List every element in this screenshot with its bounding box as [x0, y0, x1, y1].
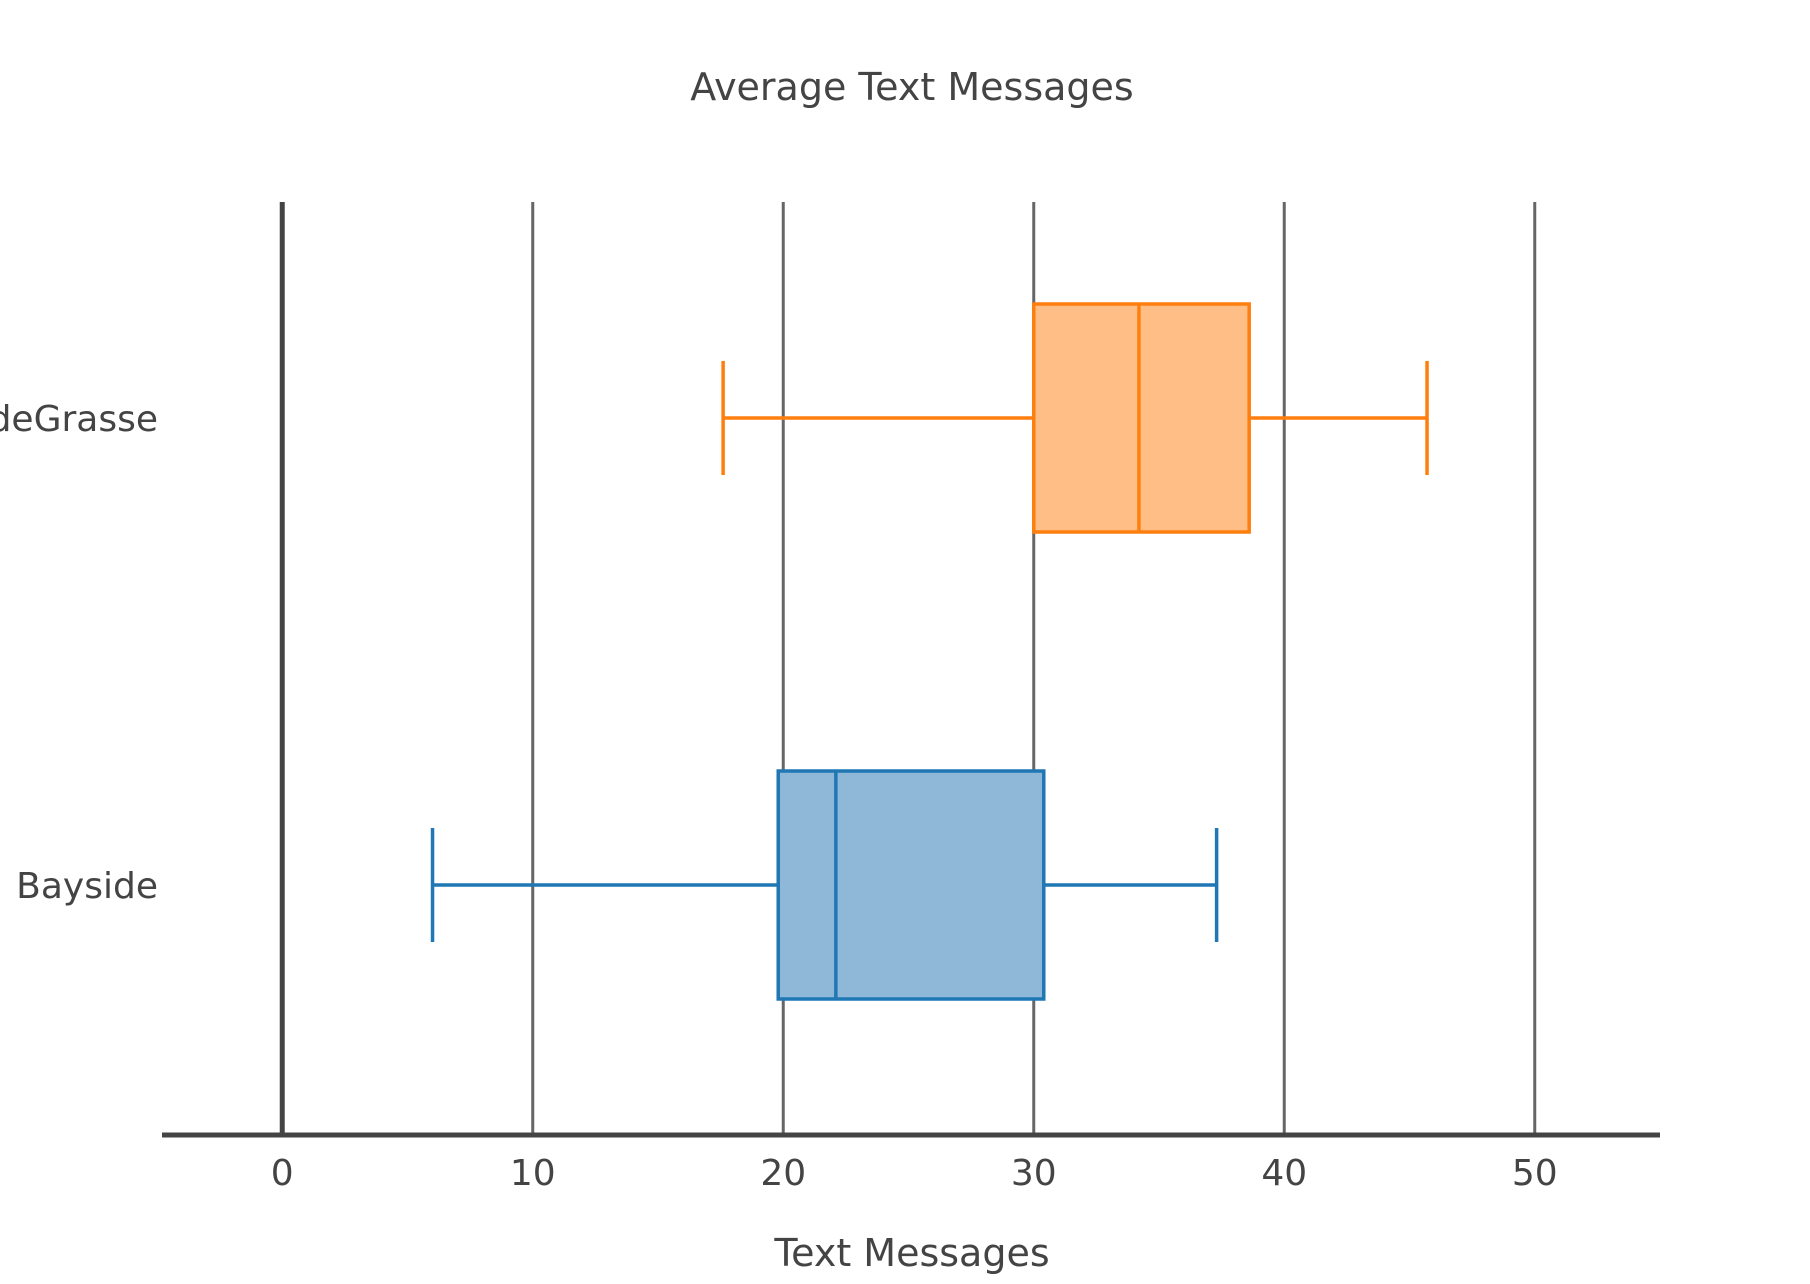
degrasse-box: [1031, 302, 1251, 534]
degrasse-box-group: [721, 302, 1429, 534]
category-labels: Bayside deGrasse: [0, 399, 158, 907]
x-tick-label: 0: [271, 1153, 294, 1194]
degrasse-category-label: deGrasse: [0, 399, 158, 440]
x-tick-label: 10: [510, 1153, 556, 1194]
x-tick-label: 50: [1512, 1153, 1558, 1194]
x-axis-title: Text Messages: [773, 1231, 1049, 1275]
x-tick-labels: 0 10 20 30 40 50: [271, 1153, 1558, 1194]
x-tick-label: 30: [1011, 1153, 1057, 1194]
chart-title: Average Text Messages: [690, 65, 1133, 109]
bayside-category-label: Bayside: [16, 866, 158, 907]
bayside-box-group: [430, 769, 1219, 1001]
x-tick-label: 40: [1261, 1153, 1307, 1194]
x-tick-label: 20: [760, 1153, 806, 1194]
bayside-box: [776, 769, 1046, 1001]
box-plot-series: [430, 302, 1429, 1001]
